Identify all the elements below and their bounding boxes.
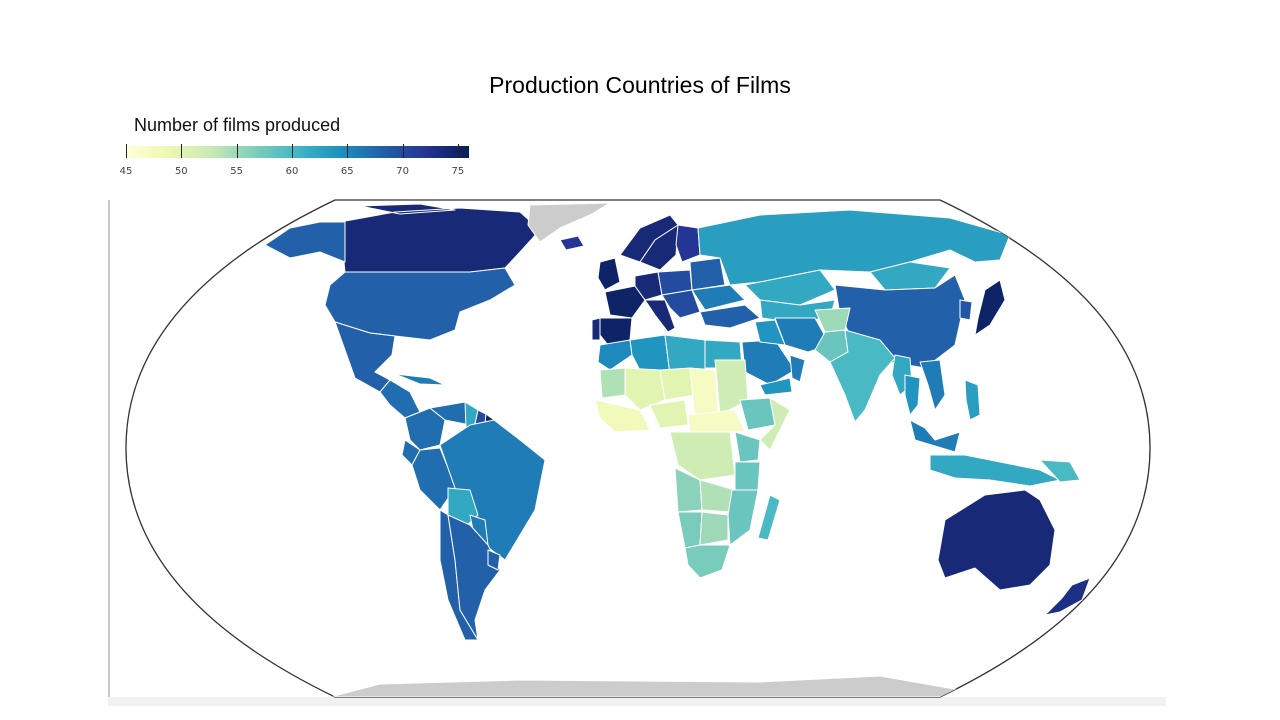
colorbar-tick-label: 45: [119, 166, 133, 177]
colorbar-tick-label: 50: [174, 166, 188, 177]
frame-bottom-edge: [108, 697, 1166, 706]
colorbar-tick-mark: [181, 144, 183, 158]
region-mozambique[interactable]: Mozambique: [727, 489, 759, 546]
region-korea[interactable]: Korea: [959, 299, 973, 321]
region-russia[interactable]: Russia: [697, 209, 1011, 286]
region-papua-new-guinea[interactable]: Papua New Guinea: [1039, 459, 1081, 483]
region-nigeria[interactable]: Nigeria: [649, 399, 689, 429]
region-madagascar[interactable]: Madagascar: [757, 494, 781, 541]
region-new-zealand[interactable]: New Zealand: [1044, 577, 1091, 616]
colorbar-tick-mark: [347, 144, 349, 158]
region-iraq[interactable]: Iraq: [754, 319, 786, 346]
region-india[interactable]: India: [829, 329, 896, 423]
colorbar-tick-label: 70: [396, 166, 409, 177]
region-dr-congo[interactable]: DR Congo: [669, 431, 736, 481]
region-united-kingdom[interactable]: United Kingdom: [597, 257, 621, 291]
region-argentina[interactable]: Argentina: [447, 514, 501, 641]
colorbar-tick-mark: [291, 144, 293, 158]
region-thailand[interactable]: Thailand: [904, 374, 921, 416]
region-tanzania[interactable]: Tanzania: [734, 461, 761, 491]
region-canada[interactable]: Canada: [339, 203, 541, 273]
frame-left-edge: [108, 200, 110, 705]
region-greenland[interactable]: Greenland: [527, 202, 611, 243]
region-balkans[interactable]: Balkans: [661, 289, 701, 319]
region-vietnam[interactable]: Vietnam: [919, 359, 946, 411]
region-turkey[interactable]: Turkey: [699, 304, 761, 329]
region-uruguay[interactable]: Uruguay: [487, 549, 501, 571]
region-indonesia[interactable]: Indonesia: [929, 454, 1061, 487]
region-chad[interactable]: Chad: [689, 367, 719, 419]
region-philippines[interactable]: Philippines: [964, 379, 981, 421]
colorbar: [126, 146, 469, 158]
colorbar-tick-mark: [236, 144, 238, 158]
region-somalia[interactable]: Somalia: [759, 397, 791, 451]
region-united-states[interactable]: United States: [324, 267, 516, 341]
colorbar-tick-mark: [126, 144, 127, 158]
region-australia[interactable]: Australia: [937, 489, 1056, 591]
region-central-africa[interactable]: Central Africa: [687, 409, 746, 433]
colorbar-tick-mark: [402, 144, 404, 158]
region-ukraine[interactable]: Ukraine: [691, 284, 746, 311]
region-oman[interactable]: Oman: [789, 354, 806, 383]
region-mongolia[interactable]: Mongolia: [869, 261, 951, 291]
colorbar-tick-mark: [457, 144, 459, 158]
region-morocco[interactable]: Morocco: [597, 339, 633, 371]
region-eastern-europe[interactable]: Eastern Europe: [689, 257, 726, 291]
colorbar-tick-label: 55: [230, 166, 244, 177]
region-niger[interactable]: Niger: [659, 367, 696, 401]
region-mexico[interactable]: Mexico: [334, 321, 396, 393]
region-brazil[interactable]: Brazil: [439, 419, 546, 561]
legend-title: Number of films produced: [134, 115, 341, 135]
region-japan[interactable]: Japan: [974, 279, 1006, 336]
colorbar-tick-label: 60: [285, 166, 299, 177]
region-france[interactable]: France: [604, 285, 646, 319]
region-italy[interactable]: Italy: [644, 299, 676, 333]
region-mauritania[interactable]: Mauritania: [599, 367, 626, 399]
map-title: Production Countries of Films: [489, 72, 791, 98]
region-west-africa-coast[interactable]: West Africa coast: [594, 399, 651, 433]
region-yemen[interactable]: Yemen: [759, 377, 793, 396]
region-alaska[interactable]: Alaska: [264, 221, 346, 263]
region-iceland[interactable]: Iceland: [559, 235, 585, 251]
region-germany[interactable]: Germany: [634, 271, 663, 301]
colorbar-tick-label: 75: [451, 166, 465, 177]
region-kenya[interactable]: Kenya: [734, 431, 761, 463]
region-portugal[interactable]: Portugal: [591, 317, 601, 341]
region-cuba[interactable]: Cuba: [394, 373, 446, 386]
region-kazakhstan[interactable]: Kazakhstan: [744, 269, 836, 306]
region-south-africa[interactable]: South Africa: [684, 544, 731, 579]
region-finland[interactable]: Finland: [675, 224, 701, 263]
globe-outline: [125, 199, 1151, 698]
colorbar-tick-label: 65: [340, 166, 354, 177]
region-malaysia[interactable]: Malaysia: [909, 419, 961, 453]
region-botswana[interactable]: Botswana: [699, 511, 729, 546]
